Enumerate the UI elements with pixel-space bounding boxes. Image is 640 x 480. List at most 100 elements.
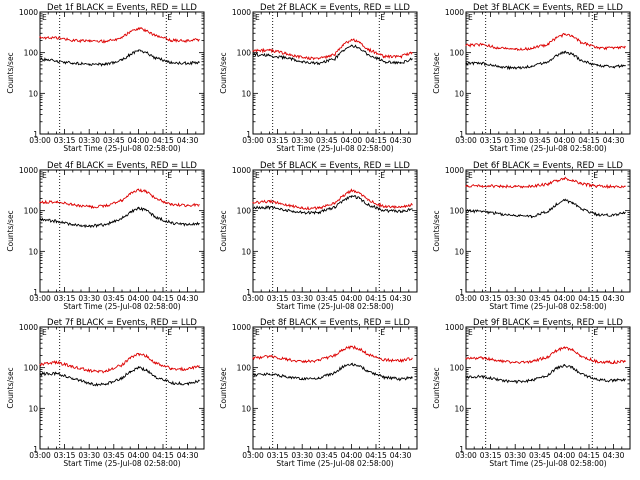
lld-data-point [268,200,270,202]
panel-det-1: 03:00 03:15 03:30 03:45 04:00 04:15 04:30 1 10 10… [6,3,205,153]
y-tick-label: 1000 [232,166,251,175]
events-data-point [268,373,270,375]
lld-data-point [613,186,615,188]
lld-data-point [498,47,500,49]
events-data-point [105,384,107,386]
events-data-point [88,225,90,227]
plot-frame [465,11,631,135]
y-tick-label: 10 [28,247,38,256]
plot-frame [252,169,418,293]
y-tick-label: 10 [241,404,251,413]
series-line-lld [39,352,200,374]
events-data-point [613,380,615,382]
lld-data-point [285,52,287,55]
x-tick-label: 03:45 [529,136,551,145]
plot-frame [39,11,205,135]
x-tick-label: 03:30 [78,451,100,460]
events-data-point [72,377,74,379]
series-line-events [465,198,626,219]
series-line-events [252,362,413,382]
lld-data-point [88,369,90,372]
events-data-point [268,206,270,209]
x-tick-label: 03:00 [242,294,264,303]
y-tick-label: 1 [33,130,38,139]
events-data-point [88,383,90,385]
events-data-point [285,57,287,59]
lld-data-point [481,357,483,359]
lld-data-point [154,362,156,364]
y-tick-label: 1000 [232,8,251,17]
x-tick-label: 03:15 [480,451,502,460]
corner-marker-right: E [593,328,598,337]
lld-data-point [154,35,156,37]
lld-data-point [580,41,582,43]
lld-data-point [88,40,90,42]
corner-marker-left: E [42,171,47,180]
panel-det-7: 03:00 03:15 03:30 03:45 04:00 04:15 04:30 1 10 10… [6,318,205,468]
events-data-point [555,204,557,206]
events-data-point [572,201,574,203]
x-tick-label: 04:15 [365,451,387,460]
corner-marker-right: E [593,13,598,22]
lld-data-point [359,41,361,43]
events-data-point [72,62,74,64]
y-tick-label: 10 [454,89,464,98]
x-tick-label: 03:45 [529,294,551,303]
lld-data-point [596,185,598,187]
y-tick-label: 100 [237,207,252,216]
lld-data-point [465,357,467,359]
y-tick-label: 1000 [19,323,38,332]
x-tick-label: 04:15 [152,294,174,303]
y-tick-label: 100 [237,49,252,58]
events-data-point [465,376,467,378]
lld-data-point [187,368,189,370]
lld-data-point [572,349,574,351]
lld-data-point [170,367,172,370]
events-data-point [580,59,582,61]
events-data-point [55,220,58,222]
lld-data-point [547,356,549,358]
lld-data-point [547,43,549,45]
y-tick-label: 1000 [445,166,464,175]
panel-title: Det 8f BLACK = Events, RED = LLD [260,318,410,328]
lld-data-point [613,361,615,363]
x-tick-label: 03:30 [78,136,100,145]
events-data-point [613,214,615,216]
x-tick-label: 04:30 [390,294,412,303]
events-data-point [252,53,254,56]
x-tick-label: 04:00 [341,294,363,303]
lld-data-point [146,29,148,32]
series-line-events [252,195,413,215]
events-data-point [350,363,352,365]
x-tick-label: 04:00 [554,136,576,145]
y-tick-label: 10 [28,89,38,98]
y-tick-label: 1000 [445,323,464,332]
x-tick-label: 04:00 [554,451,576,460]
x-tick-label: 04:00 [554,294,576,303]
series-line-lld [465,32,626,52]
x-tick-label: 03:45 [316,136,338,145]
x-tick-label: 04:30 [177,136,199,145]
events-data-point [121,217,123,219]
lld-data-point [129,30,131,33]
lld-data-point [318,359,320,362]
events-data-point [334,58,336,60]
lld-data-point [121,364,123,366]
events-data-point [572,53,574,56]
events-data-point [301,378,303,380]
x-tick-label: 04:00 [128,294,150,303]
lld-data-point [105,205,107,207]
lld-data-point [72,204,74,206]
lld-data-point [55,361,58,363]
y-axis-label: Counts/sec [219,367,228,408]
x-tick-label: 03:00 [455,451,477,460]
events-data-point [367,371,369,373]
x-tick-label: 03:00 [29,451,51,460]
y-tick-label: 1 [246,288,251,297]
lld-data-point [105,40,107,42]
lld-data-point [121,37,123,39]
events-data-point [596,379,598,381]
y-tick-label: 1 [459,445,464,454]
lld-data-point [342,348,344,351]
lld-data-point [359,348,361,350]
